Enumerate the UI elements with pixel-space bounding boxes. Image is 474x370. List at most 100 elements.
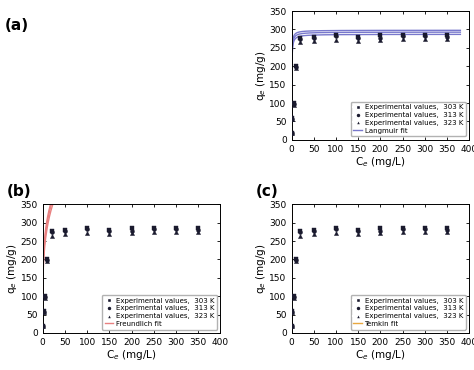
Point [288,323,296,329]
Point [194,227,202,233]
Point [355,231,362,237]
Point [290,293,298,299]
Point [376,230,384,236]
Point [310,228,318,234]
Point [128,225,136,231]
Point [421,32,428,38]
Point [83,226,91,232]
Point [39,323,47,329]
Text: (c): (c) [256,184,279,199]
Point [297,233,304,239]
Point [376,228,384,234]
Y-axis label: q$_e$ (mg/g): q$_e$ (mg/g) [254,243,268,294]
Point [399,225,406,231]
Point [332,37,340,43]
Point [61,232,69,238]
Point [150,226,157,232]
Point [128,228,136,234]
Point [376,32,384,38]
Point [150,225,157,231]
Text: (b): (b) [7,184,32,199]
Y-axis label: q$_e$ (mg/g): q$_e$ (mg/g) [5,243,19,294]
Legend: Experimental values,  303 K, Experimental values,  313 K, Experimental values,  : Experimental values, 303 K, Experimental… [351,102,466,137]
Point [297,35,304,41]
Point [289,308,296,314]
Legend: Experimental values,  303 K, Experimental values,  313 K, Experimental values,  : Experimental values, 303 K, Experimental… [102,295,217,330]
Point [399,32,406,38]
Point [194,229,202,235]
Point [290,100,298,106]
X-axis label: C$_e$ (mg/L): C$_e$ (mg/L) [355,155,406,169]
Point [355,227,362,233]
Point [399,226,406,232]
Point [332,230,340,236]
Point [443,229,451,235]
Point [310,227,318,233]
Point [290,101,298,107]
Point [376,225,384,231]
Point [310,38,318,44]
Point [289,115,296,121]
Point [443,36,451,42]
Point [39,323,47,329]
Point [106,228,113,234]
Point [41,295,49,301]
Point [194,225,202,231]
Point [150,229,157,235]
Point [421,33,428,39]
Point [172,225,180,231]
Point [332,33,340,39]
Point [40,308,47,314]
Point [288,130,296,135]
Point [40,309,47,314]
Point [43,256,51,262]
Point [355,35,362,41]
Point [332,226,340,232]
Point [106,227,113,233]
Point [289,309,296,314]
Point [290,102,298,108]
Point [310,34,318,40]
Point [376,35,384,41]
Point [172,229,180,235]
Point [310,232,318,238]
Point [289,115,296,121]
Point [292,258,300,264]
Point [289,309,296,314]
Point [399,36,406,42]
Point [332,32,340,38]
Point [297,228,304,234]
Point [106,231,113,237]
Point [61,227,69,233]
Point [83,225,91,231]
Y-axis label: q$_e$ (mg/g): q$_e$ (mg/g) [254,50,268,101]
Point [421,226,428,232]
Point [421,36,428,42]
Point [443,32,451,38]
Point [292,63,300,69]
Point [48,228,55,234]
Point [355,38,362,44]
Point [43,257,51,263]
Text: (a): (a) [5,18,29,34]
Point [399,33,406,39]
Legend: Experimental values,  303 K, Experimental values,  313 K, Experimental values,  : Experimental values, 303 K, Experimental… [351,295,466,330]
Point [48,229,55,235]
Point [288,323,296,329]
Point [355,228,362,234]
Point [376,37,384,43]
Point [443,227,451,233]
Point [48,233,55,239]
Point [288,130,296,135]
Point [292,64,300,70]
Point [421,229,428,235]
Point [399,229,406,235]
Point [39,323,47,329]
Point [297,36,304,42]
Point [292,256,300,262]
Point [443,225,451,231]
Point [292,257,300,263]
Point [288,323,296,329]
Point [40,309,47,314]
Point [421,225,428,231]
